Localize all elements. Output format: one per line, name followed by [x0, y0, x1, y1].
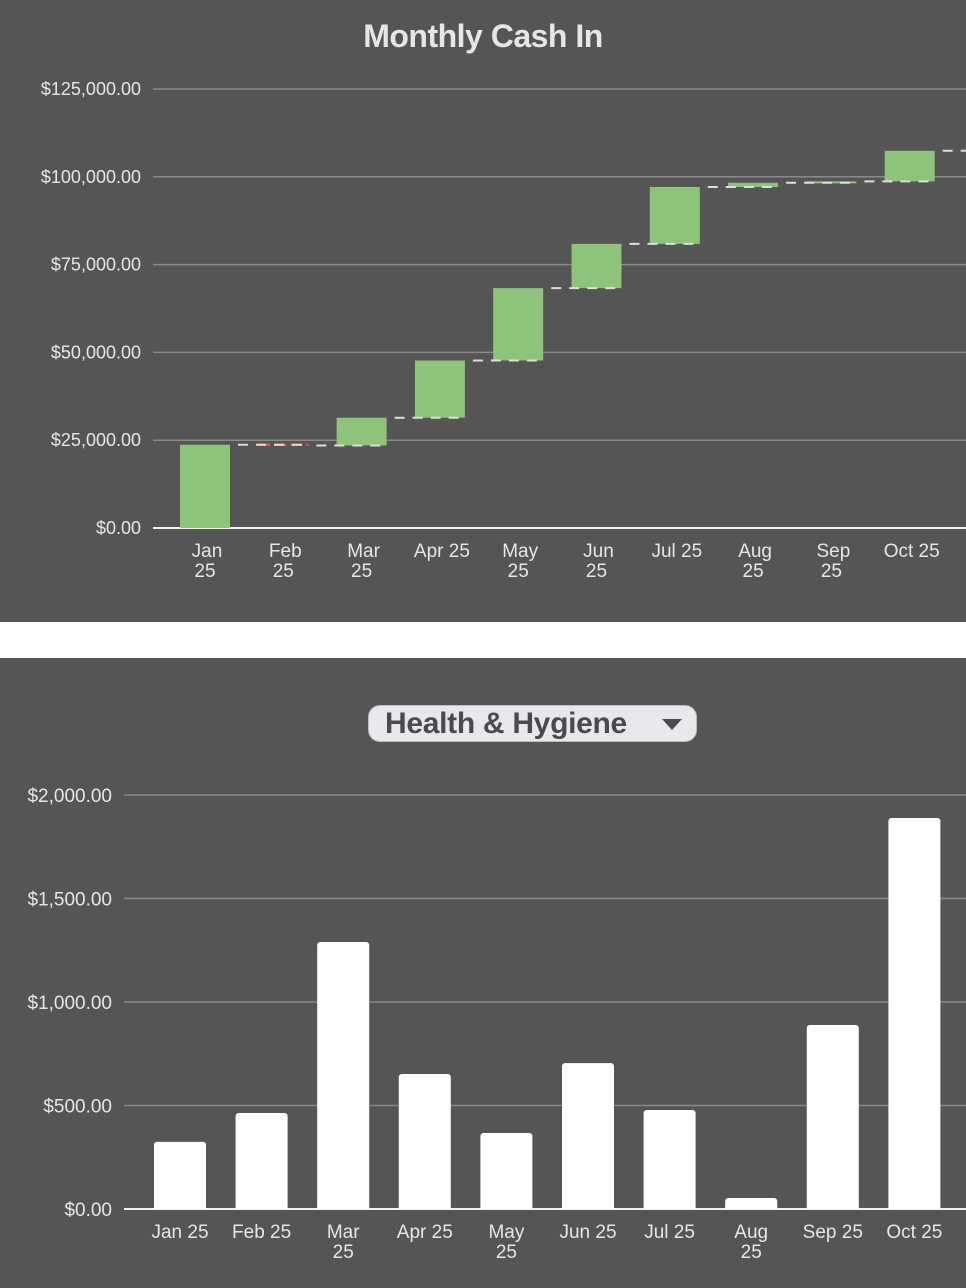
- x-tick-label: Jan 25: [192, 541, 223, 582]
- chart-title: Monthly Cash In: [363, 18, 603, 54]
- waterfall-bar-increase: [493, 288, 544, 361]
- y-tick-label: $1,500.00: [27, 890, 112, 911]
- x-tick-label: Aug 25: [734, 1222, 768, 1263]
- bar-base: [643, 1205, 696, 1209]
- y-tick-label: $0.00: [64, 1200, 112, 1221]
- y-tick-label: $50,000.00: [51, 342, 141, 362]
- bar-base: [154, 1205, 206, 1209]
- waterfall-bar-increase: [414, 360, 465, 418]
- x-tick-label: Jan 25: [151, 1222, 208, 1243]
- y-tick-label: $500.00: [43, 1097, 112, 1118]
- bar[interactable]: [643, 1110, 696, 1209]
- bar-chart: $0.00 $500.00 $1,000.00 $1,500.00 $2,000.00 J…: [27, 786, 966, 1263]
- y-tick-label: $0.00: [96, 518, 141, 538]
- y-tick-label: $1,000.00: [27, 993, 112, 1014]
- waterfall-bar-increase: [884, 150, 935, 182]
- monthly-cash-in-chart-panel: Monthly Cash In $0.00 $25,000.00 $50,000.0…: [0, 0, 966, 622]
- bar[interactable]: [806, 1024, 859, 1209]
- y-tick-label: $25,000.00: [51, 430, 141, 450]
- bar-base: [562, 1205, 614, 1209]
- waterfall-chart: $0.00 $25,000.00 $50,000.00 $75,000.00 $100,…: [41, 79, 966, 582]
- caret-down-icon: [662, 719, 682, 730]
- x-tick-label: Feb 25: [232, 1222, 291, 1243]
- x-tick-label: Aug 25: [738, 541, 772, 582]
- x-tick-label: Jul 25: [651, 541, 702, 562]
- bar[interactable]: [480, 1133, 533, 1209]
- waterfall-bar-increase: [571, 243, 622, 289]
- x-tick-label: Apr 25: [414, 541, 470, 562]
- bar[interactable]: [888, 817, 941, 1209]
- bar-base: [235, 1205, 288, 1209]
- waterfall-bar-increase: [649, 186, 700, 244]
- bar-base: [317, 1205, 370, 1209]
- x-tick-label: Feb 25: [269, 541, 302, 582]
- bar[interactable]: [562, 1063, 614, 1209]
- x-tick-label: Jul 25: [644, 1222, 695, 1243]
- health-hygiene-chart-panel: Health & Hygiene $0.00 $500.00 $1,000.00 $1…: [0, 658, 966, 1288]
- waterfall-bar-increase: [728, 182, 779, 187]
- bar[interactable]: [398, 1074, 451, 1209]
- bar-base: [806, 1205, 859, 1209]
- x-tick-label: May 25: [488, 1222, 524, 1263]
- bar-base: [398, 1205, 451, 1209]
- category-dropdown[interactable]: Health & Hygiene: [368, 705, 697, 742]
- waterfall-bar-increase: [336, 417, 387, 446]
- dropdown-selected-label: Health & Hygiene: [385, 706, 627, 740]
- y-tick-label: $125,000.00: [41, 79, 141, 99]
- bar-base: [725, 1205, 778, 1209]
- x-tick-label: Mar 25: [327, 1222, 360, 1263]
- x-tick-label: Apr 25: [397, 1222, 453, 1243]
- bar[interactable]: [317, 941, 370, 1209]
- waterfall-bar-increase: [180, 444, 230, 528]
- bar-base: [480, 1205, 533, 1209]
- bar-base: [888, 1205, 941, 1209]
- y-tick-label: $100,000.00: [41, 167, 141, 187]
- x-tick-label: Jun 25: [583, 541, 614, 582]
- bar[interactable]: [154, 1141, 206, 1209]
- x-tick-label: Jun 25: [559, 1222, 616, 1243]
- x-tick-label: Oct 25: [886, 1222, 942, 1243]
- x-tick-label: May 25: [502, 541, 538, 582]
- x-tick-label: Sep 25: [803, 1222, 863, 1243]
- x-tick-label: Oct 25: [884, 541, 940, 562]
- y-tick-label: $75,000.00: [51, 255, 141, 275]
- y-tick-label: $2,000.00: [27, 786, 112, 807]
- bar[interactable]: [235, 1112, 288, 1209]
- x-tick-label: Mar 25: [347, 541, 380, 582]
- x-tick-label: Sep 25: [816, 541, 850, 582]
